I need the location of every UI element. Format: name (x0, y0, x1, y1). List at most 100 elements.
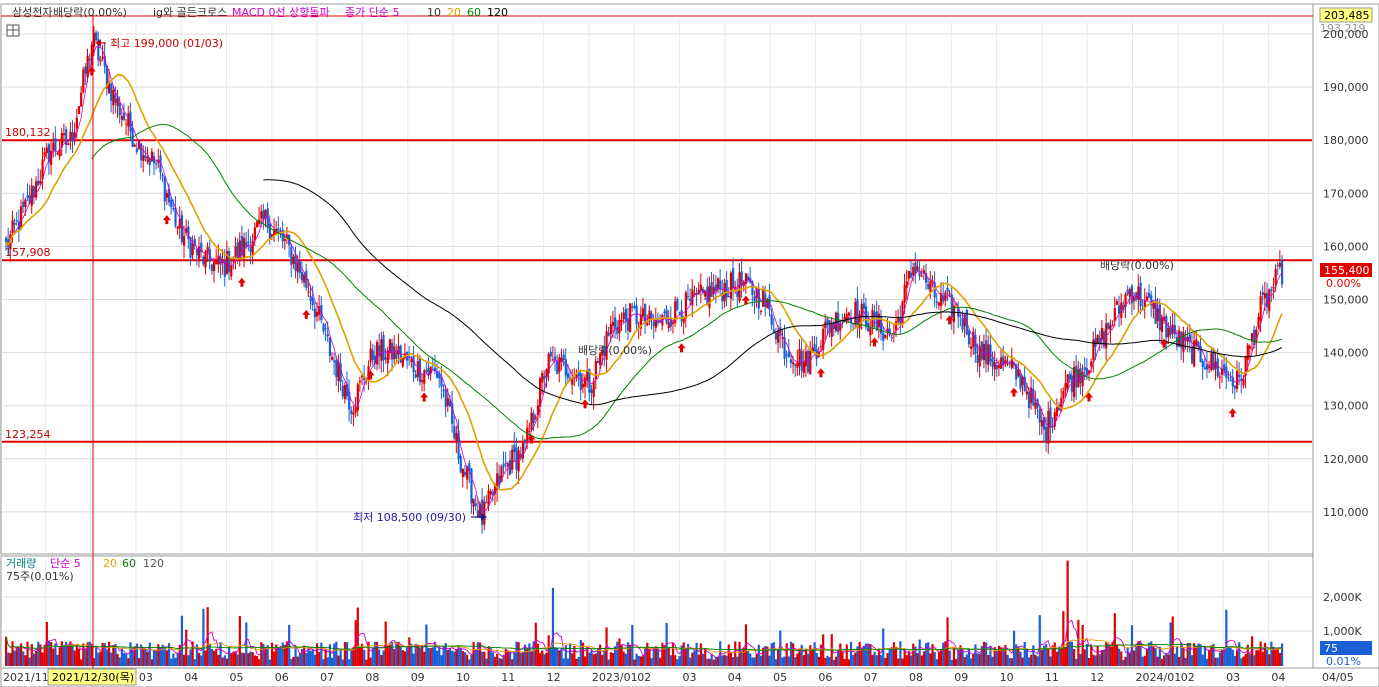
candle-body (1081, 371, 1084, 387)
grid-icon[interactable] (6, 24, 20, 37)
volume-bar (502, 654, 505, 666)
volume-bar (200, 655, 203, 666)
volume-bar (1139, 642, 1142, 666)
volume-bar (281, 642, 284, 666)
volume-bar (1265, 649, 1269, 666)
candle-body (339, 363, 342, 382)
horizontal-levels[interactable]: 180,132 157,908 123,254 (2, 126, 1312, 443)
candle-body (541, 372, 544, 383)
volume-bar (326, 657, 329, 666)
candle-body (120, 116, 124, 120)
price-tick-label: 130,000 (1323, 400, 1369, 413)
candle-body (603, 346, 606, 357)
candle-body (99, 59, 102, 62)
candle-body (884, 335, 887, 338)
volume-bar (41, 652, 44, 666)
candle-body (770, 314, 773, 326)
volume-bar (1042, 645, 1046, 666)
volume-bar (927, 642, 930, 666)
volume-value: 75 (1324, 642, 1338, 655)
candle-body (1126, 290, 1129, 295)
volume-bar (243, 653, 246, 666)
candle-body (88, 58, 91, 61)
candle-body (796, 362, 799, 368)
candle-body (455, 433, 458, 442)
volume-bar (656, 647, 660, 666)
volume-bar (1261, 651, 1264, 666)
candle-body (948, 293, 951, 295)
x-tick-label: 09 (411, 671, 425, 684)
candle-body (324, 328, 327, 330)
signal-arrows (87, 66, 1237, 444)
volume-bar (1193, 642, 1196, 666)
volume-bar (1223, 648, 1226, 666)
volume-bar (757, 644, 760, 666)
ma-period-20: 20 (447, 6, 461, 19)
candle-body (376, 341, 379, 365)
up-arrow-icon (581, 399, 590, 409)
volume-bar (955, 658, 958, 666)
candle-body (967, 330, 971, 345)
volume-bar (75, 643, 78, 666)
candle-body (1274, 269, 1277, 285)
volume-bar (538, 653, 542, 666)
volume-bar (774, 659, 778, 666)
volume-bar (706, 658, 709, 666)
candle-body (1034, 402, 1037, 409)
volume-legend-title: 거래량 (6, 557, 36, 570)
candle-body (1250, 333, 1254, 342)
volume-bar (339, 648, 342, 666)
candle-body (781, 337, 784, 339)
volume-bar (517, 642, 520, 666)
volume-bar (249, 651, 252, 666)
volume-bar (609, 652, 612, 666)
candle-body (114, 94, 117, 103)
candle-body (116, 98, 119, 107)
volume-bar (1098, 654, 1101, 666)
candle-body (26, 195, 29, 198)
volume-bar (749, 653, 752, 666)
candle-body (236, 242, 239, 258)
volume-bar (489, 648, 492, 666)
volume-bar (701, 653, 705, 666)
volume-bar (890, 648, 893, 666)
volume-bar (1006, 654, 1009, 666)
volume-bar (472, 642, 475, 666)
candle-body (972, 331, 975, 347)
x-tick-label: 10 (1000, 671, 1014, 684)
volume-bar (22, 651, 25, 666)
candle-body (305, 270, 308, 288)
volume-bar (1045, 644, 1048, 666)
volume-bar (948, 650, 951, 666)
volume-bar (611, 653, 615, 666)
candle-body (845, 314, 848, 321)
candle-body (300, 271, 304, 281)
x-tick-label: 06 (818, 671, 832, 684)
volume-bar (232, 651, 235, 666)
candle-body (341, 385, 344, 397)
volume-bar (869, 644, 872, 666)
candle-body (69, 131, 72, 140)
candle-body (45, 147, 48, 154)
candle-body (1156, 308, 1159, 321)
volume-bar (88, 641, 91, 666)
volume-bar (24, 655, 27, 666)
volume-bar (1240, 658, 1243, 666)
x-tick-label: 04 (728, 671, 742, 684)
volume-bar (481, 651, 484, 666)
volume-bar (1049, 656, 1052, 666)
candle-body (963, 314, 966, 327)
candle-body (907, 270, 911, 279)
x-tick-label: 02 (637, 671, 651, 684)
volume-bar (258, 659, 261, 666)
candle-body (315, 311, 319, 317)
candle-body (579, 373, 582, 390)
candle-body (1188, 334, 1191, 342)
volume-bar (221, 657, 224, 666)
volume-bar (541, 650, 544, 666)
candle-body (41, 159, 44, 180)
candle-body (691, 289, 694, 306)
volume-bar (796, 653, 799, 666)
